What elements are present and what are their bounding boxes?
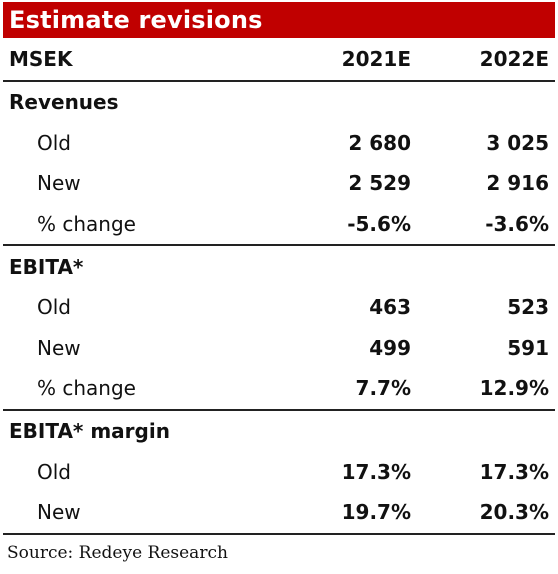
section-heading-revenues: Revenues	[9, 90, 119, 115]
cell-2021e: 2 680	[348, 130, 411, 155]
cell-2022e: -3.6%	[413, 203, 555, 247]
cell-2022e: 2 916	[486, 171, 549, 196]
cell-2022e: 17.3%	[479, 459, 549, 484]
table-row: New 19.7% 20.3%	[3, 491, 555, 535]
section-heading-row: Revenues	[3, 81, 555, 123]
unit-header: MSEK	[3, 38, 295, 82]
estimate-revisions-table-card: Estimate revisions MSEK 2021E 2022E Reve…	[3, 2, 555, 563]
table-row: New 2 529 2 916	[3, 163, 555, 204]
table-row: Old 463 523	[3, 287, 555, 328]
cell-2022e: 3 025	[486, 130, 549, 155]
table-row: Old 2 680 3 025	[3, 123, 555, 164]
row-label: Old	[37, 130, 71, 155]
row-label: % change	[3, 203, 295, 247]
cell-2022e: 12.9%	[413, 368, 555, 411]
cell-2021e: 499	[369, 335, 411, 360]
cell-2021e: 463	[369, 295, 411, 320]
section-heading-ebita-margin: EBITA* margin	[9, 419, 170, 444]
section-heading-row: EBITA* margin	[3, 410, 555, 452]
header-row: MSEK 2021E 2022E	[3, 38, 555, 82]
row-label: New	[37, 171, 81, 196]
cell-2021e: 19.7%	[295, 491, 413, 535]
table-row: Old 17.3% 17.3%	[3, 451, 555, 492]
cell-2021e: 2 529	[348, 171, 411, 196]
row-label: New	[37, 335, 81, 360]
table-title: Estimate revisions	[3, 2, 555, 38]
row-label: New	[3, 491, 295, 535]
row-label: % change	[3, 368, 295, 411]
table-row: New 499 591	[3, 328, 555, 369]
cell-2021e: 17.3%	[341, 459, 411, 484]
cell-2022e: 20.3%	[413, 491, 555, 535]
table-row: % change -5.6% -3.6%	[3, 203, 555, 247]
year-2021-header: 2021E	[295, 38, 413, 82]
cell-2022e: 591	[507, 335, 549, 360]
table-row: % change 7.7% 12.9%	[3, 368, 555, 411]
estimates-table: MSEK 2021E 2022E Revenues Old 2 680 3 02…	[3, 38, 555, 535]
cell-2021e: -5.6%	[295, 203, 413, 247]
source-note: Source: Redeye Research	[7, 542, 228, 563]
year-2022-header: 2022E	[413, 38, 555, 82]
row-label: Old	[37, 295, 71, 320]
row-label: Old	[37, 459, 71, 484]
cell-2021e: 7.7%	[295, 368, 413, 411]
cell-2022e: 523	[507, 295, 549, 320]
section-heading-ebita: EBITA*	[9, 254, 84, 279]
section-heading-row: EBITA*	[3, 245, 555, 287]
